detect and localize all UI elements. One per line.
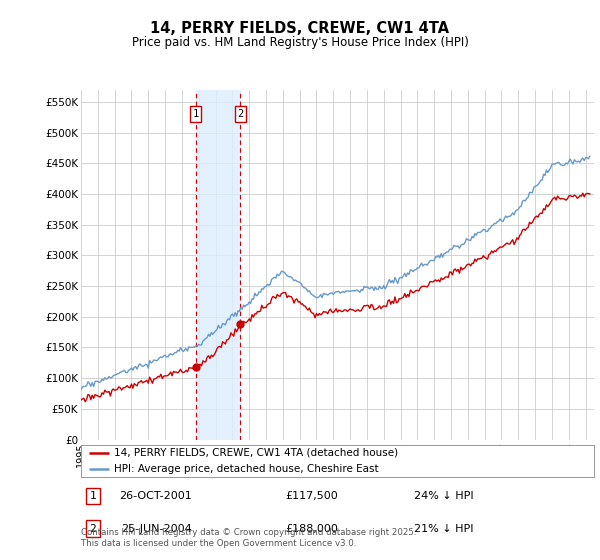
Text: Price paid vs. HM Land Registry's House Price Index (HPI): Price paid vs. HM Land Registry's House … (131, 36, 469, 49)
Text: £117,500: £117,500 (286, 491, 338, 501)
Text: 2: 2 (238, 109, 244, 119)
Text: £188,000: £188,000 (286, 524, 338, 534)
Text: 21% ↓ HPI: 21% ↓ HPI (414, 524, 474, 534)
Text: 26-OCT-2001: 26-OCT-2001 (119, 491, 193, 501)
Text: Contains HM Land Registry data © Crown copyright and database right 2025.
This d: Contains HM Land Registry data © Crown c… (81, 528, 416, 548)
Text: 1: 1 (193, 109, 199, 119)
Bar (196, 90, 241, 440)
Text: 14, PERRY FIELDS, CREWE, CW1 4TA (detached house): 14, PERRY FIELDS, CREWE, CW1 4TA (detach… (115, 448, 398, 458)
Text: 24% ↓ HPI: 24% ↓ HPI (414, 491, 474, 501)
Text: 25-JUN-2004: 25-JUN-2004 (121, 524, 191, 534)
Text: 14, PERRY FIELDS, CREWE, CW1 4TA: 14, PERRY FIELDS, CREWE, CW1 4TA (151, 21, 449, 36)
Text: 2: 2 (89, 524, 97, 534)
Text: 1: 1 (89, 491, 97, 501)
Text: HPI: Average price, detached house, Cheshire East: HPI: Average price, detached house, Ches… (115, 464, 379, 474)
